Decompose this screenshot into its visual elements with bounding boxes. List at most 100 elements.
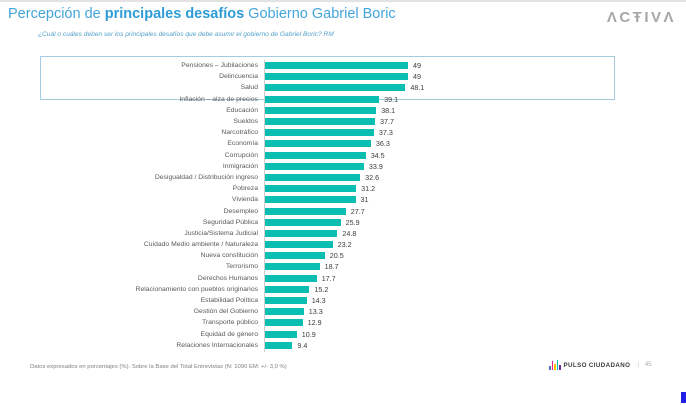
category-label: Desigualdad / Distribución ingreso — [154, 173, 258, 181]
category-label: Relaciones Internacionales — [176, 341, 258, 349]
chart-row: Economía 36.3 — [0, 138, 686, 149]
value-label: 37.3 — [378, 128, 393, 138]
chart-row: Sueldos 37.7 — [0, 116, 686, 127]
bar — [265, 151, 366, 159]
page-title-regular: Percepción de — [8, 6, 105, 22]
chart-row: Seguridad Pública 25.9 — [0, 217, 686, 228]
value-label: 49 — [413, 61, 421, 71]
bar — [265, 308, 304, 316]
chart-row: Desempleo 27.7 — [0, 205, 686, 216]
value-label: 39.1 — [384, 94, 399, 104]
brand-separator: | — [637, 362, 639, 368]
bar — [265, 341, 293, 349]
chart-row: Relaciones Internacionales 9.4 — [0, 340, 686, 351]
chart-row: Equidad de género 10.9 — [0, 329, 686, 340]
value-label: 37.7 — [380, 117, 394, 127]
chart-row: Pensiones – Jubilaciones 49 — [0, 60, 686, 71]
chart-row: Vivienda 31 — [0, 194, 686, 205]
value-label: 25.9 — [345, 217, 360, 227]
category-label: Vivienda — [232, 196, 258, 204]
bar — [265, 140, 371, 148]
bar — [265, 229, 338, 237]
category-label: Equidad de género — [200, 330, 258, 338]
chart-row: Relacionamiento con pueblos originarios 1… — [0, 284, 686, 295]
corner-blue-mark — [681, 392, 686, 403]
value-label: 23.2 — [337, 240, 352, 250]
chart-row: Cuidado Medio ambiente / Naturaleza 23.2 — [0, 239, 686, 250]
pulso-brand-name: PULSO CIUDADANO — [563, 361, 631, 369]
category-label: Inflación – alza de precios — [179, 95, 258, 103]
bar — [265, 84, 406, 92]
bar-chart: Pensiones – Jubilaciones 49 Delincuencia 49… — [0, 60, 686, 351]
category-label: Transporte público — [201, 319, 258, 327]
bar — [265, 118, 375, 126]
page-number: 45 — [644, 362, 652, 368]
value-label: 14.3 — [311, 296, 326, 306]
category-label: Corrupción — [224, 151, 258, 159]
category-label: Pensiones – Jubilaciones — [181, 62, 258, 70]
bar — [265, 274, 317, 282]
category-label: Inmigración — [222, 162, 258, 170]
chart-row: Pobreza 31.2 — [0, 183, 686, 194]
value-label: 34.5 — [370, 150, 385, 160]
value-label: 9.4 — [297, 340, 308, 350]
bar — [265, 330, 297, 338]
chart-row: Narcotráfico 37.3 — [0, 127, 686, 138]
value-label: 38.1 — [381, 105, 396, 115]
bar — [265, 73, 408, 81]
page-title-bold: principales desafíos — [104, 6, 245, 22]
category-label: Gestión del Gobierno — [193, 308, 258, 316]
category-label: Terrorismo — [225, 263, 258, 271]
bar — [265, 173, 361, 181]
value-label: 27.7 — [350, 206, 365, 216]
bar — [265, 297, 307, 305]
value-label: 10.9 — [301, 329, 316, 339]
category-label: Cuidado Medio ambiente / Naturaleza — [143, 241, 258, 249]
page-title: Percepción de principales desafíos Gobie… — [8, 6, 396, 22]
bar — [265, 106, 377, 114]
value-label: 48.1 — [410, 83, 425, 93]
chart-row: Derechos Humanos 17.7 — [0, 273, 686, 284]
category-label: Pobreza — [232, 185, 258, 193]
bar — [265, 196, 356, 204]
bar — [265, 95, 380, 103]
chart-row: Justicia/Sistema Judicial 24.8 — [0, 228, 686, 239]
value-label: 36.3 — [375, 139, 390, 149]
chart-row: Transporte público 12.9 — [0, 317, 686, 328]
category-label: Relacionamiento con pueblos originarios — [135, 285, 258, 293]
category-label: Nueva constitución — [200, 252, 258, 260]
equalizer-icon — [549, 360, 561, 370]
category-label: Seguridad Pública — [202, 218, 258, 226]
bar — [265, 62, 408, 70]
bar — [265, 285, 310, 293]
value-label: 24.8 — [342, 228, 357, 238]
bar — [265, 129, 374, 137]
value-label: 15.2 — [314, 284, 329, 294]
value-label: 49 — [413, 72, 421, 82]
methodology-footnote: Datos expresados en porcentajes (%). Sob… — [30, 364, 287, 370]
bar — [265, 162, 364, 170]
bar — [265, 263, 320, 271]
bar — [265, 207, 346, 215]
value-label: 33.9 — [368, 161, 383, 171]
bar — [265, 218, 341, 226]
category-label: Economía — [227, 140, 258, 148]
pulso-ciudadano-brand: PULSO CIUDADANO | 45 — [549, 360, 652, 370]
bar — [265, 252, 325, 260]
chart-axis-line — [264, 60, 265, 352]
category-label: Narcotráfico — [221, 129, 258, 137]
category-label: Salud — [240, 84, 258, 92]
chart-row: Desigualdad / Distribución ingreso 32.6 — [0, 172, 686, 183]
chart-row: Terrorismo 18.7 — [0, 261, 686, 272]
category-label: Desempleo — [223, 207, 258, 215]
activa-logo: ΛCŦIVΛ — [606, 9, 676, 26]
chart-row: Gestión del Gobierno 13.3 — [0, 306, 686, 317]
category-label: Educación — [226, 106, 258, 114]
chart-row: Inflación – alza de precios 39.1 — [0, 94, 686, 105]
category-label: Derechos Humanos — [197, 274, 258, 282]
bar — [265, 185, 357, 193]
chart-row: Corrupción 34.5 — [0, 150, 686, 161]
value-label: 13.3 — [308, 307, 323, 317]
value-label: 32.6 — [365, 172, 380, 182]
chart-row: Educación 38.1 — [0, 105, 686, 116]
